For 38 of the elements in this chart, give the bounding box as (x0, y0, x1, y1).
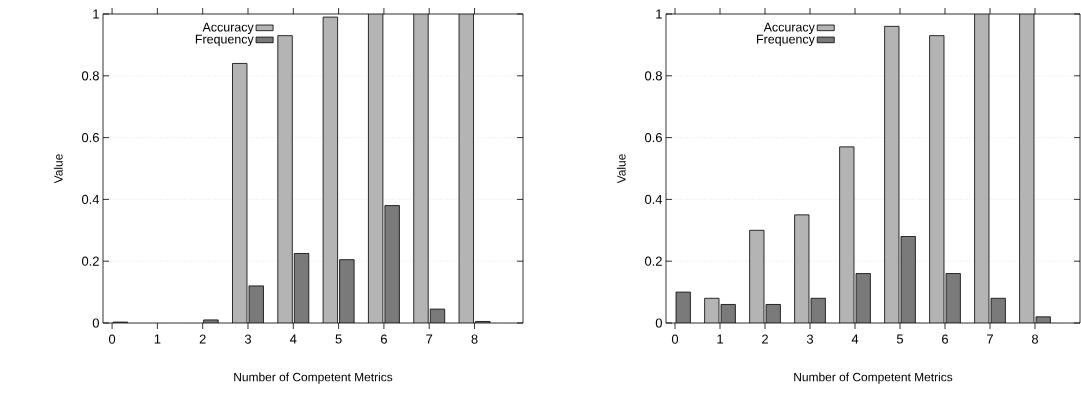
y-tick-label: 0.6 (644, 133, 662, 143)
x-tick-label: 2 (199, 334, 206, 344)
legend-label: Frequency (757, 34, 815, 47)
legend-label: Accuracy (202, 22, 254, 34)
x-tick-label: 5 (896, 334, 904, 344)
y-tick-label: 1 (656, 9, 662, 19)
x-tick-label: 5 (335, 334, 342, 344)
x-tick-label: 1 (717, 334, 723, 344)
x-tick-label: 6 (942, 334, 949, 344)
y-tick-label: 0.8 (644, 71, 662, 81)
x-tick-label: 7 (426, 334, 433, 344)
y-tick-label: 0.6 (81, 133, 99, 143)
x-tick-label: 3 (244, 334, 252, 344)
y-axis-title: Value (53, 154, 63, 184)
x-tick-label: 8 (1031, 334, 1039, 344)
x-tick-label: 4 (289, 334, 297, 344)
x-axis-title: Number of Competent Metrics (794, 372, 953, 384)
x-tick-label: 2 (762, 334, 768, 344)
x-tick-label: 8 (471, 334, 478, 344)
y-tick-label: 0.4 (81, 194, 100, 204)
legend-label: Frequency (195, 34, 254, 47)
y-tick-label: 0.8 (81, 71, 99, 81)
legend-label: Accuracy (763, 22, 815, 34)
x-tick-label: 3 (806, 334, 814, 344)
y-axis-title: Value (616, 154, 626, 184)
y-tick-label: 0.2 (81, 256, 99, 266)
x-tick-label: 6 (380, 334, 387, 344)
x-tick-label: 7 (987, 334, 993, 344)
y-tick-label: 0 (92, 318, 99, 328)
x-tick-label: 0 (671, 334, 679, 344)
x-tick-label: 1 (154, 334, 161, 344)
x-axis-title: Number of Competent Metrics (234, 372, 393, 384)
x-tick-label: 4 (851, 334, 859, 344)
y-tick-label: 0.2 (644, 256, 662, 266)
y-tick-label: 0.4 (644, 194, 663, 204)
x-tick-label: 0 (108, 334, 116, 344)
y-tick-label: 1 (93, 9, 99, 19)
y-tick-label: 0 (655, 318, 662, 328)
